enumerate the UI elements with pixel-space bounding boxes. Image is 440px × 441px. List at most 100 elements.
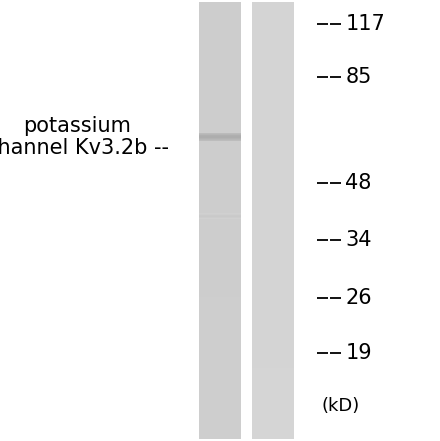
- Bar: [252, 346, 294, 352]
- Text: (kD): (kD): [321, 397, 359, 415]
- Bar: [199, 216, 241, 217]
- Bar: [252, 243, 294, 248]
- Bar: [252, 411, 294, 417]
- Bar: [199, 136, 241, 137]
- Bar: [199, 139, 241, 140]
- Bar: [199, 138, 241, 139]
- Bar: [252, 248, 294, 254]
- Text: 34: 34: [345, 230, 372, 250]
- Bar: [199, 215, 241, 216]
- Bar: [199, 400, 241, 407]
- Bar: [252, 303, 294, 308]
- Bar: [252, 237, 294, 243]
- Bar: [199, 422, 241, 428]
- Bar: [252, 67, 294, 74]
- Bar: [199, 122, 241, 128]
- Bar: [199, 368, 241, 374]
- Bar: [199, 135, 241, 136]
- Bar: [252, 280, 294, 287]
- Bar: [199, 214, 241, 215]
- Bar: [252, 417, 294, 423]
- Bar: [199, 248, 241, 254]
- Bar: [199, 218, 241, 219]
- Bar: [252, 13, 294, 19]
- Text: 85: 85: [345, 67, 372, 87]
- Bar: [199, 297, 241, 303]
- Bar: [199, 182, 241, 188]
- Bar: [252, 373, 294, 379]
- Bar: [199, 134, 241, 135]
- Bar: [252, 90, 294, 95]
- Bar: [252, 226, 294, 232]
- Bar: [199, 215, 241, 216]
- Bar: [252, 253, 294, 259]
- Bar: [199, 226, 241, 232]
- Bar: [252, 204, 294, 210]
- Bar: [199, 329, 241, 336]
- Bar: [252, 51, 294, 57]
- Bar: [252, 149, 294, 155]
- Bar: [199, 149, 241, 155]
- Bar: [199, 135, 241, 136]
- Bar: [252, 161, 294, 166]
- Bar: [199, 219, 241, 220]
- Bar: [199, 137, 241, 138]
- Bar: [199, 95, 241, 101]
- Bar: [252, 232, 294, 237]
- Bar: [199, 51, 241, 57]
- Bar: [199, 220, 241, 226]
- Bar: [199, 78, 241, 85]
- Bar: [252, 351, 294, 357]
- Bar: [199, 215, 241, 216]
- Bar: [252, 106, 294, 112]
- Text: channel Kv3.2b --: channel Kv3.2b --: [0, 138, 169, 158]
- Bar: [199, 136, 241, 137]
- Bar: [252, 198, 294, 205]
- Bar: [252, 19, 294, 24]
- Bar: [252, 406, 294, 412]
- Bar: [252, 368, 294, 374]
- Bar: [252, 428, 294, 434]
- Bar: [199, 324, 241, 330]
- Bar: [199, 13, 241, 19]
- Bar: [199, 363, 241, 368]
- Bar: [199, 351, 241, 357]
- Bar: [199, 117, 241, 123]
- Bar: [199, 141, 241, 142]
- Bar: [252, 220, 294, 226]
- Bar: [199, 406, 241, 412]
- Bar: [252, 313, 294, 319]
- Bar: [199, 198, 241, 205]
- Bar: [252, 172, 294, 177]
- Bar: [252, 400, 294, 407]
- Bar: [199, 264, 241, 270]
- Bar: [252, 177, 294, 183]
- Bar: [199, 390, 241, 396]
- Bar: [199, 177, 241, 183]
- Bar: [199, 138, 241, 145]
- Bar: [199, 133, 241, 134]
- Bar: [199, 112, 241, 117]
- Bar: [199, 209, 241, 216]
- Bar: [252, 422, 294, 428]
- Bar: [252, 297, 294, 303]
- Bar: [199, 215, 241, 221]
- Bar: [252, 434, 294, 439]
- Bar: [199, 204, 241, 210]
- Bar: [252, 319, 294, 325]
- Bar: [199, 428, 241, 434]
- Bar: [199, 218, 241, 219]
- Bar: [252, 128, 294, 134]
- Bar: [252, 188, 294, 194]
- Bar: [252, 390, 294, 396]
- Bar: [199, 139, 241, 140]
- Bar: [199, 217, 241, 218]
- Bar: [252, 193, 294, 199]
- Bar: [252, 357, 294, 363]
- Bar: [199, 379, 241, 385]
- Bar: [199, 172, 241, 177]
- Bar: [199, 319, 241, 325]
- Bar: [199, 237, 241, 243]
- Bar: [252, 264, 294, 270]
- Bar: [252, 155, 294, 161]
